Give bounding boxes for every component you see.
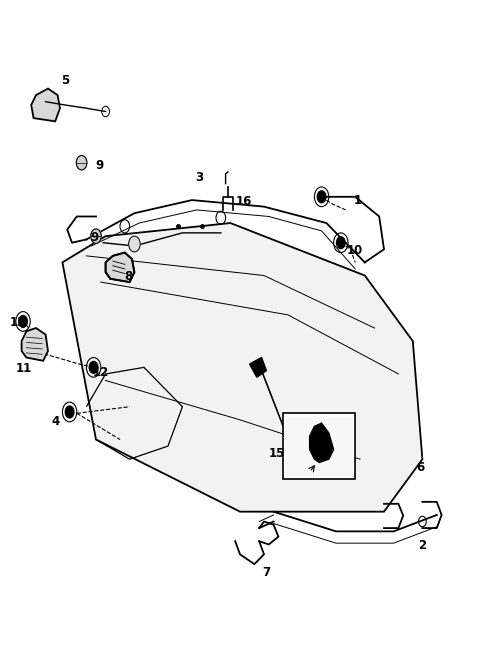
Polygon shape [310,423,334,462]
Text: 4: 4 [51,415,60,428]
Polygon shape [250,358,266,377]
Text: 16: 16 [236,195,252,208]
Circle shape [76,155,87,170]
Text: 11: 11 [16,362,32,375]
Circle shape [19,316,27,327]
Text: 12: 12 [93,366,109,379]
Text: 15: 15 [269,447,285,461]
Circle shape [65,406,74,418]
Circle shape [89,361,98,373]
Text: 2: 2 [419,539,426,552]
Text: 7: 7 [263,565,270,579]
Text: 10: 10 [347,244,363,257]
Circle shape [91,229,101,243]
Circle shape [336,237,345,249]
Polygon shape [22,328,48,361]
FancyBboxPatch shape [286,417,353,476]
Polygon shape [62,223,422,512]
Text: 3: 3 [195,171,203,184]
Text: 6: 6 [416,461,424,474]
Text: 13: 13 [10,316,26,329]
Polygon shape [106,253,134,282]
Circle shape [317,191,326,203]
Text: 8: 8 [124,270,133,283]
Polygon shape [31,89,60,121]
Circle shape [129,236,140,252]
Text: 5: 5 [60,73,69,87]
Text: 1: 1 [354,194,361,207]
FancyBboxPatch shape [283,413,355,479]
Text: 9: 9 [96,159,104,172]
Text: 9: 9 [90,231,98,244]
